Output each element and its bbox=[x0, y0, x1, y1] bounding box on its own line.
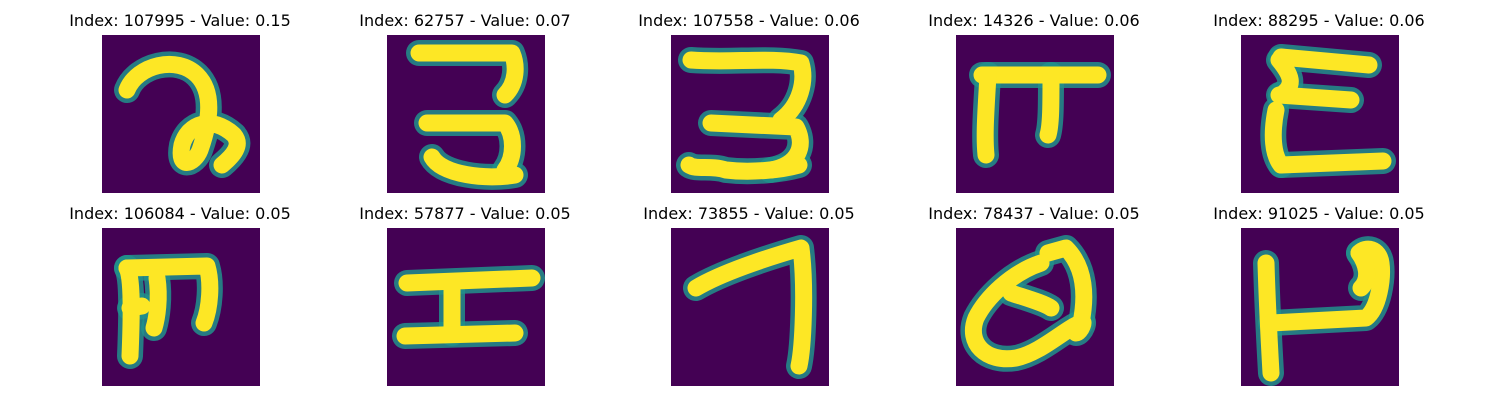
glyph-stroke bbox=[1350, 244, 1376, 297]
handwritten-glyph-image bbox=[102, 228, 260, 386]
glyph-svg bbox=[683, 235, 817, 379]
glyph-svg bbox=[1260, 44, 1396, 178]
panel-9: Index: 91025 - Value: 0.05 bbox=[1179, 205, 1459, 395]
glyph-stroke bbox=[964, 254, 1092, 368]
handwritten-glyph-image bbox=[671, 35, 829, 193]
glyph-svg bbox=[114, 51, 251, 178]
panel-title: Index: 106084 - Value: 0.05 bbox=[69, 204, 291, 223]
glyph-stroke bbox=[423, 148, 524, 186]
glyph-stroke bbox=[410, 44, 524, 104]
glyph-stroke bbox=[118, 55, 246, 174]
glyph-stroke bbox=[398, 269, 541, 292]
glyph-svg bbox=[969, 62, 1111, 168]
glyph-stroke bbox=[1272, 48, 1378, 74]
panel-0: Index: 107995 - Value: 0.15 bbox=[40, 12, 320, 202]
handwritten-glyph-image bbox=[956, 35, 1114, 193]
glyph-stroke bbox=[121, 297, 151, 317]
panel-1: Index: 62757 - Value: 0.07 bbox=[325, 12, 605, 202]
glyph-stroke bbox=[396, 324, 524, 345]
panel-2: Index: 107558 - Value: 0.06 bbox=[609, 12, 889, 202]
panel-title: Index: 107558 - Value: 0.06 bbox=[638, 11, 860, 30]
handwritten-glyph-image bbox=[671, 228, 829, 386]
glyph-stroke bbox=[1002, 284, 1060, 317]
panel-title: Index: 14326 - Value: 0.06 bbox=[928, 11, 1140, 30]
glyph-svg bbox=[1253, 236, 1395, 386]
glyph-svg bbox=[406, 40, 529, 190]
glyph-svg bbox=[960, 235, 1097, 372]
panel-4: Index: 88295 - Value: 0.06 bbox=[1179, 12, 1459, 202]
glyph-stroke bbox=[682, 51, 812, 129]
glyph-stroke bbox=[1270, 86, 1360, 109]
glyph-stroke bbox=[1272, 152, 1392, 174]
panel-8: Index: 78437 - Value: 0.05 bbox=[894, 205, 1174, 395]
glyph-svg bbox=[392, 265, 545, 349]
glyph-stroke bbox=[976, 66, 997, 164]
handwritten-glyph-image bbox=[102, 35, 260, 193]
panel-title: Index: 62757 - Value: 0.07 bbox=[359, 11, 571, 30]
panel-title: Index: 78437 - Value: 0.05 bbox=[928, 204, 1140, 223]
panel-title: Index: 73855 - Value: 0.05 bbox=[643, 204, 855, 223]
panel-title: Index: 57877 - Value: 0.05 bbox=[359, 204, 571, 223]
panel-title: Index: 88295 - Value: 0.06 bbox=[1213, 11, 1425, 30]
glyph-stroke bbox=[145, 269, 167, 337]
handwritten-glyph-image bbox=[387, 228, 545, 386]
panel-6: Index: 57877 - Value: 0.05 bbox=[325, 205, 605, 395]
handwritten-glyph-image bbox=[956, 228, 1114, 386]
glyph-stroke bbox=[1262, 240, 1390, 332]
panel-title: Index: 91025 - Value: 0.05 bbox=[1213, 204, 1425, 223]
panel-7: Index: 73855 - Value: 0.05 bbox=[609, 205, 889, 395]
glyph-svg bbox=[114, 253, 223, 369]
handwritten-glyph-image bbox=[387, 35, 545, 193]
handwritten-glyph-image bbox=[1241, 35, 1399, 193]
glyph-stroke bbox=[118, 257, 219, 332]
glyph-stroke bbox=[1039, 66, 1060, 144]
glyph-stroke bbox=[680, 156, 808, 180]
panel-5: Index: 106084 - Value: 0.05 bbox=[40, 205, 320, 395]
glyph-stroke bbox=[418, 114, 521, 179]
panel-3: Index: 14326 - Value: 0.06 bbox=[894, 12, 1174, 202]
glyph-svg bbox=[676, 47, 816, 185]
glyph-stroke bbox=[687, 239, 813, 375]
handwritten-glyph-image bbox=[1241, 228, 1399, 386]
panel-title: Index: 107995 - Value: 0.15 bbox=[69, 11, 291, 30]
